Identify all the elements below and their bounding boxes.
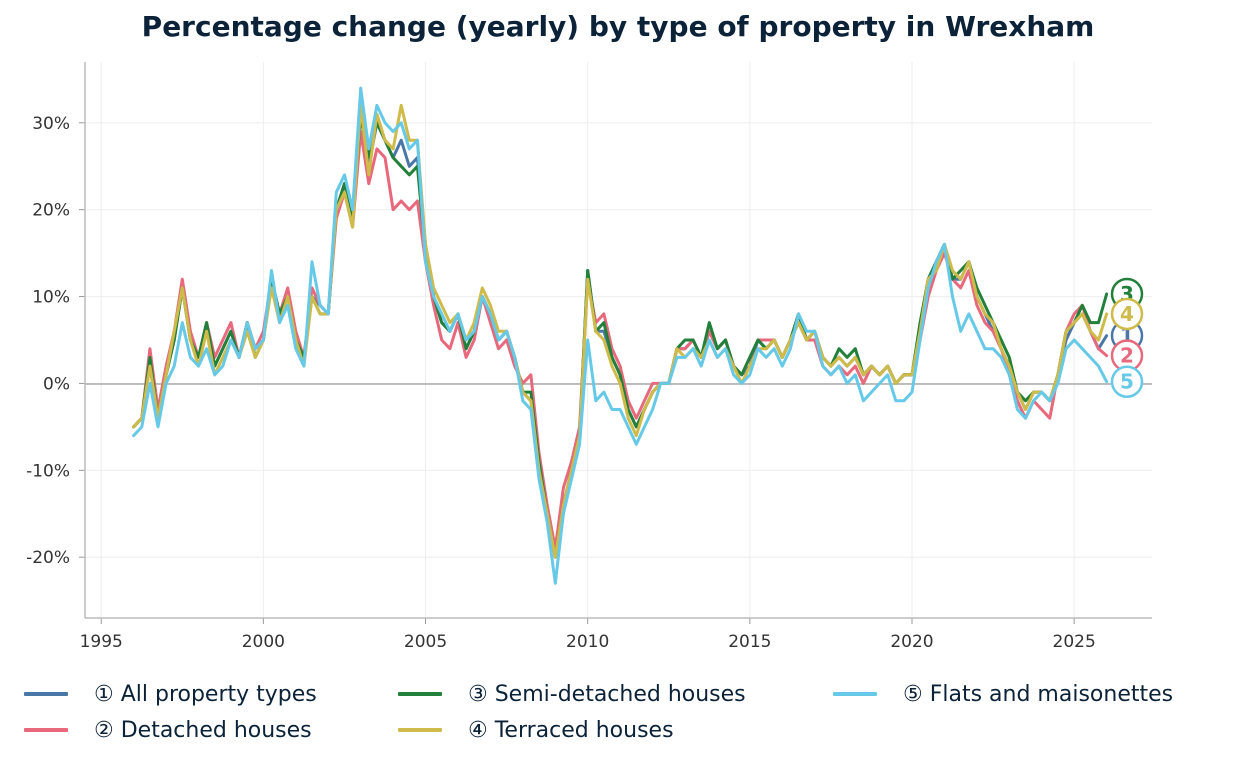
y-tick-label: 0%	[43, 374, 70, 394]
y-tick-label: 30%	[32, 114, 70, 134]
legend-item: ② Detached houses	[24, 712, 312, 748]
y-tick-label: -10%	[26, 461, 70, 481]
legend-swatch	[398, 692, 442, 696]
y-tick-label: 20%	[32, 201, 70, 221]
legend-label: ③ Semi-detached houses	[468, 681, 746, 707]
end-marker-label-5: 5	[1120, 370, 1134, 394]
legend-swatch	[398, 728, 442, 732]
legend-item: ③ Semi-detached houses	[398, 676, 746, 712]
y-tick-label: -20%	[26, 548, 70, 568]
legend-label: ② Detached houses	[94, 717, 312, 743]
end-marker-label-2: 2	[1120, 344, 1134, 368]
series-lines	[132, 86, 1109, 585]
end-marker-label-4: 4	[1120, 302, 1134, 326]
legend-item: ⑤ Flats and maisonettes	[833, 676, 1173, 712]
end-marker-4	[1110, 297, 1144, 331]
end-marker-5	[1110, 365, 1144, 398]
x-tick-label: 2005	[404, 632, 447, 652]
x-tick-label: 2020	[890, 632, 933, 652]
legend-swatch	[24, 728, 68, 732]
series-line-2	[132, 130, 1109, 550]
y-tick-label: 10%	[32, 288, 70, 308]
legend-item: ① All property types	[24, 676, 317, 712]
legend-swatch	[833, 692, 877, 696]
line-chart: 1995 2000 2005 2010 2015 2020 2025 -20% -10% 0% 10…	[26, 62, 1152, 652]
axes: 1995 2000 2005 2010 2015 2020 2025 -20% -10% 0% 10…	[26, 62, 1152, 652]
x-tick-label: 2010	[566, 632, 609, 652]
legend-swatch	[24, 692, 68, 696]
legend: ① All property types ② Detached houses ③ S…	[0, 676, 1236, 766]
chart-title: Percentage change (yearly) by type of pr…	[141, 10, 1095, 43]
x-tick-label: 1995	[80, 632, 123, 652]
legend-label: ① All property types	[94, 681, 317, 707]
x-tick-label: 2015	[728, 632, 771, 652]
legend-label: ④ Terraced houses	[468, 717, 674, 743]
legend-item: ④ Terraced houses	[398, 712, 674, 748]
series-line-1	[132, 112, 1109, 559]
series-line-5	[132, 86, 1109, 585]
x-tick-label: 2000	[242, 632, 285, 652]
series-line-3	[132, 112, 1109, 559]
x-tick-label: 2025	[1053, 632, 1096, 652]
legend-label: ⑤ Flats and maisonettes	[903, 681, 1174, 707]
